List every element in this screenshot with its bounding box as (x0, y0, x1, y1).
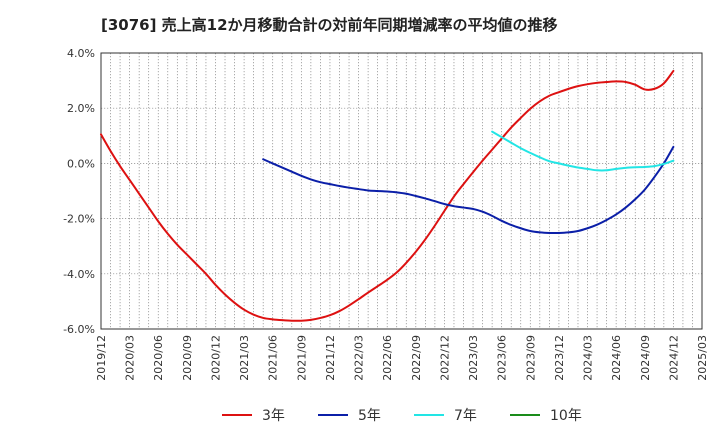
x-tick-label: 2023/09 (524, 335, 537, 381)
x-tick-label: 2022/09 (410, 335, 423, 381)
legend-label: 3年 (262, 408, 285, 424)
x-tick-label: 2019/12 (95, 335, 108, 381)
series-line (262, 145, 675, 235)
x-tick-label: 2023/06 (496, 335, 509, 381)
plot-area: 4.0% 2.0% 0.0% -2.0% -4.0% -6.0%2019/12 2020/0… (63, 47, 709, 381)
y-tick-label: -4.0% (63, 268, 95, 281)
x-tick-label: 2023/03 (467, 335, 480, 381)
x-tick-label: 2020/06 (152, 335, 165, 381)
legend: 3年 5年 7年 10年 (222, 408, 582, 424)
series-line (491, 130, 675, 172)
x-tick-label: 2021/06 (267, 335, 280, 381)
y-tick-label: -2.0% (63, 213, 95, 226)
chart-title: [3076] 売上高12か月移動合計の対前年同期増減率の平均値の推移 (101, 16, 558, 34)
x-tick-label: 2022/06 (381, 335, 394, 381)
legend-label: 5年 (358, 408, 381, 424)
series-line (100, 69, 675, 322)
x-tick-label: 2024/12 (667, 335, 680, 381)
x-tick-label: 2020/03 (124, 335, 137, 381)
x-tick-label: 2021/09 (295, 335, 308, 381)
y-tick-label: 4.0% (67, 47, 95, 60)
x-tick-label: 2020/12 (209, 335, 222, 381)
y-tick-label: 2.0% (67, 102, 95, 115)
x-tick-label: 2022/12 (438, 335, 451, 381)
y-tick-label: -6.0% (63, 323, 95, 336)
x-tick-label: 2021/03 (238, 335, 251, 381)
x-tick-label: 2023/12 (553, 335, 566, 381)
x-tick-label: 2024/09 (639, 335, 652, 381)
x-tick-label: 2022/03 (353, 335, 366, 381)
x-tick-label: 2024/03 (582, 335, 595, 381)
x-tick-label: 2024/06 (610, 335, 623, 381)
plot-frame (100, 52, 703, 330)
x-tick-label: 2020/09 (181, 335, 194, 381)
legend-label: 7年 (454, 408, 477, 424)
y-tick-label: 0.0% (67, 157, 95, 170)
legend-label: 10年 (550, 408, 582, 424)
x-tick-label: 2021/12 (324, 335, 337, 381)
x-tick-label: 2025/03 (696, 335, 709, 381)
